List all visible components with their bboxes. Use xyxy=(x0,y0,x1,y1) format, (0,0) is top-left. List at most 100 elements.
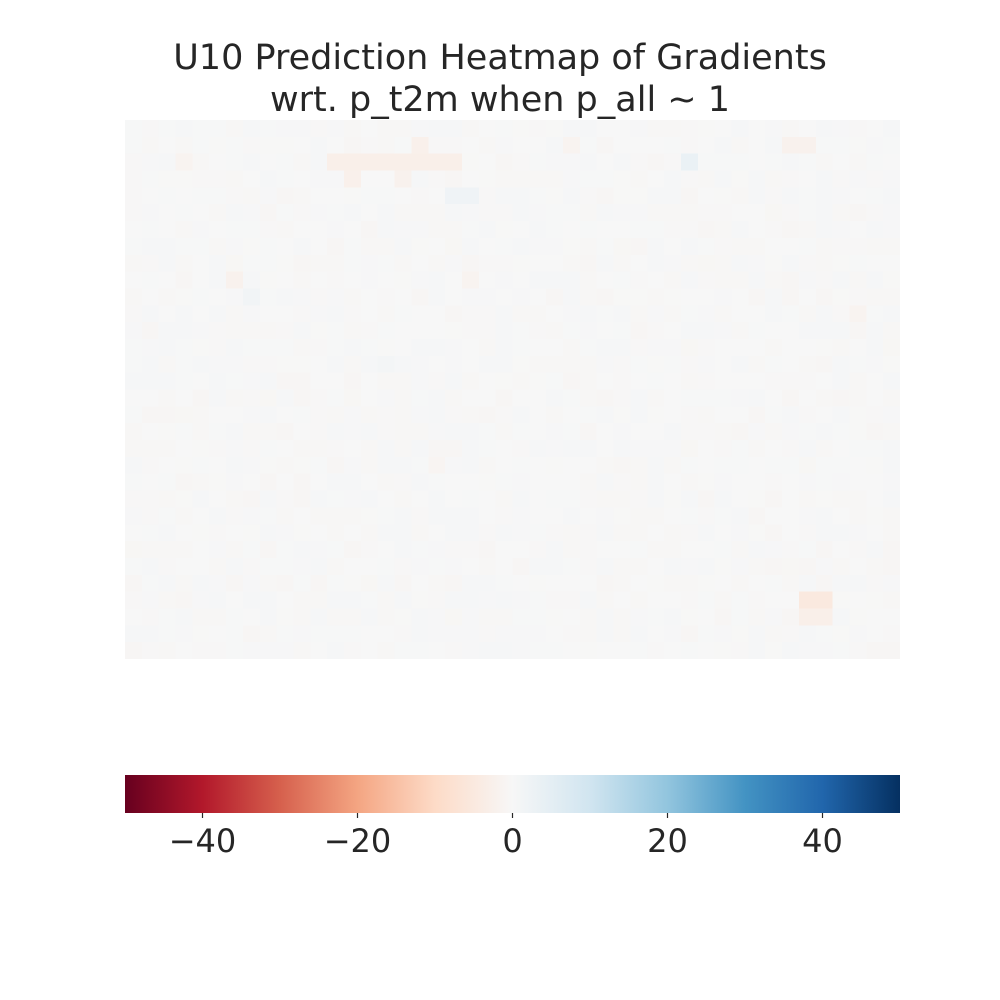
heatmap-cell xyxy=(344,322,362,340)
heatmap-cell xyxy=(478,473,497,492)
heatmap-cell xyxy=(798,625,817,643)
heatmap-cell xyxy=(209,136,227,155)
heatmap-cell xyxy=(512,456,530,475)
heatmap-cell xyxy=(798,271,817,290)
heatmap-cell xyxy=(630,625,648,643)
heatmap-cell xyxy=(512,608,530,626)
heatmap-cell xyxy=(445,136,463,155)
heatmap-cell xyxy=(209,288,227,306)
heatmap-cell xyxy=(765,372,783,391)
heatmap-cell xyxy=(175,440,193,458)
heatmap-cell xyxy=(748,254,766,273)
heatmap-cell xyxy=(748,170,766,188)
heatmap-cell xyxy=(748,372,766,391)
heatmap-cell xyxy=(495,490,514,509)
heatmap-cell xyxy=(192,440,210,458)
heatmap-cell xyxy=(327,237,345,256)
heatmap-cell xyxy=(125,322,143,340)
heatmap-cell xyxy=(613,574,632,593)
heatmap-cell xyxy=(546,170,564,188)
heatmap-cell xyxy=(125,136,143,155)
heatmap-cell xyxy=(428,507,446,525)
heatmap-cell xyxy=(849,372,867,391)
heatmap-cell xyxy=(512,524,530,542)
heatmap-cell xyxy=(680,642,699,659)
heatmap-cell xyxy=(209,591,227,610)
heatmap-cell xyxy=(765,507,783,525)
heatmap-cell xyxy=(748,524,766,542)
heatmap-cell xyxy=(731,440,749,458)
heatmap-cell xyxy=(125,120,143,138)
heatmap-cell xyxy=(680,221,699,239)
heatmap-cell xyxy=(630,473,648,492)
heatmap-cell xyxy=(596,557,615,576)
heatmap-cell xyxy=(883,507,900,525)
heatmap-cell xyxy=(175,355,193,374)
heatmap-cell xyxy=(276,524,295,542)
heatmap-cell xyxy=(377,271,396,290)
heatmap-cell xyxy=(798,136,817,155)
heatmap-cell xyxy=(596,254,615,273)
heatmap-cell xyxy=(276,557,295,576)
heatmap-cell xyxy=(226,423,244,441)
heatmap-cell xyxy=(495,271,514,290)
heatmap-cell xyxy=(242,490,261,509)
heatmap-cell xyxy=(883,372,900,391)
heatmap-cell xyxy=(125,237,143,256)
heatmap-cell xyxy=(815,254,834,273)
heatmap-cell xyxy=(630,541,648,559)
heatmap-cell xyxy=(563,473,581,492)
heatmap-cell xyxy=(849,440,867,458)
heatmap-cell xyxy=(327,541,345,559)
heatmap-cell xyxy=(259,456,278,475)
heatmap-cell xyxy=(815,153,834,172)
heatmap-cell xyxy=(360,625,379,643)
heatmap-cell xyxy=(596,574,615,593)
heatmap-cell xyxy=(226,153,244,172)
heatmap-cell xyxy=(478,254,497,273)
heatmap-cell xyxy=(883,473,900,492)
heatmap-cell xyxy=(394,120,413,138)
heatmap-cell xyxy=(512,591,530,610)
heatmap-cell xyxy=(158,389,177,407)
heatmap-cell xyxy=(158,271,177,290)
heatmap-cell xyxy=(394,372,413,391)
heatmap-cell xyxy=(428,355,446,374)
heatmap-cell xyxy=(158,204,177,222)
heatmap-cell xyxy=(613,440,632,458)
heatmap-cell xyxy=(630,355,648,374)
heatmap-cell xyxy=(579,456,598,475)
heatmap-cell xyxy=(293,574,311,593)
heatmap-cell xyxy=(680,204,699,222)
heatmap-cell xyxy=(259,170,278,188)
heatmap-cell xyxy=(377,322,396,340)
heatmap-cell xyxy=(630,153,648,172)
heatmap-cell xyxy=(883,187,900,205)
heatmap-cell xyxy=(815,204,834,222)
heatmap-cell xyxy=(445,153,463,172)
heatmap-cell xyxy=(226,490,244,509)
heatmap-cell xyxy=(192,591,210,610)
heatmap-cell xyxy=(293,541,311,559)
heatmap-cell xyxy=(209,541,227,559)
heatmap-cell xyxy=(748,591,766,610)
heatmap-cell xyxy=(647,406,665,424)
heatmap-cell xyxy=(411,423,429,441)
heatmap-cell xyxy=(579,541,598,559)
heatmap-cell xyxy=(546,136,564,155)
heatmap-cell xyxy=(630,170,648,188)
heatmap-cell xyxy=(495,120,514,138)
heatmap-cell xyxy=(158,440,177,458)
heatmap-cell xyxy=(158,254,177,273)
heatmap-cell xyxy=(259,642,278,659)
heatmap-cell xyxy=(495,170,514,188)
heatmap-cell xyxy=(175,406,193,424)
heatmap-cell xyxy=(175,120,193,138)
heatmap-cell xyxy=(293,456,311,475)
heatmap-cell xyxy=(125,507,143,525)
heatmap-cell xyxy=(714,221,733,239)
heatmap-cell xyxy=(445,120,463,138)
heatmap-cell xyxy=(630,271,648,290)
heatmap-cell xyxy=(529,574,547,593)
heatmap-cell xyxy=(293,625,311,643)
